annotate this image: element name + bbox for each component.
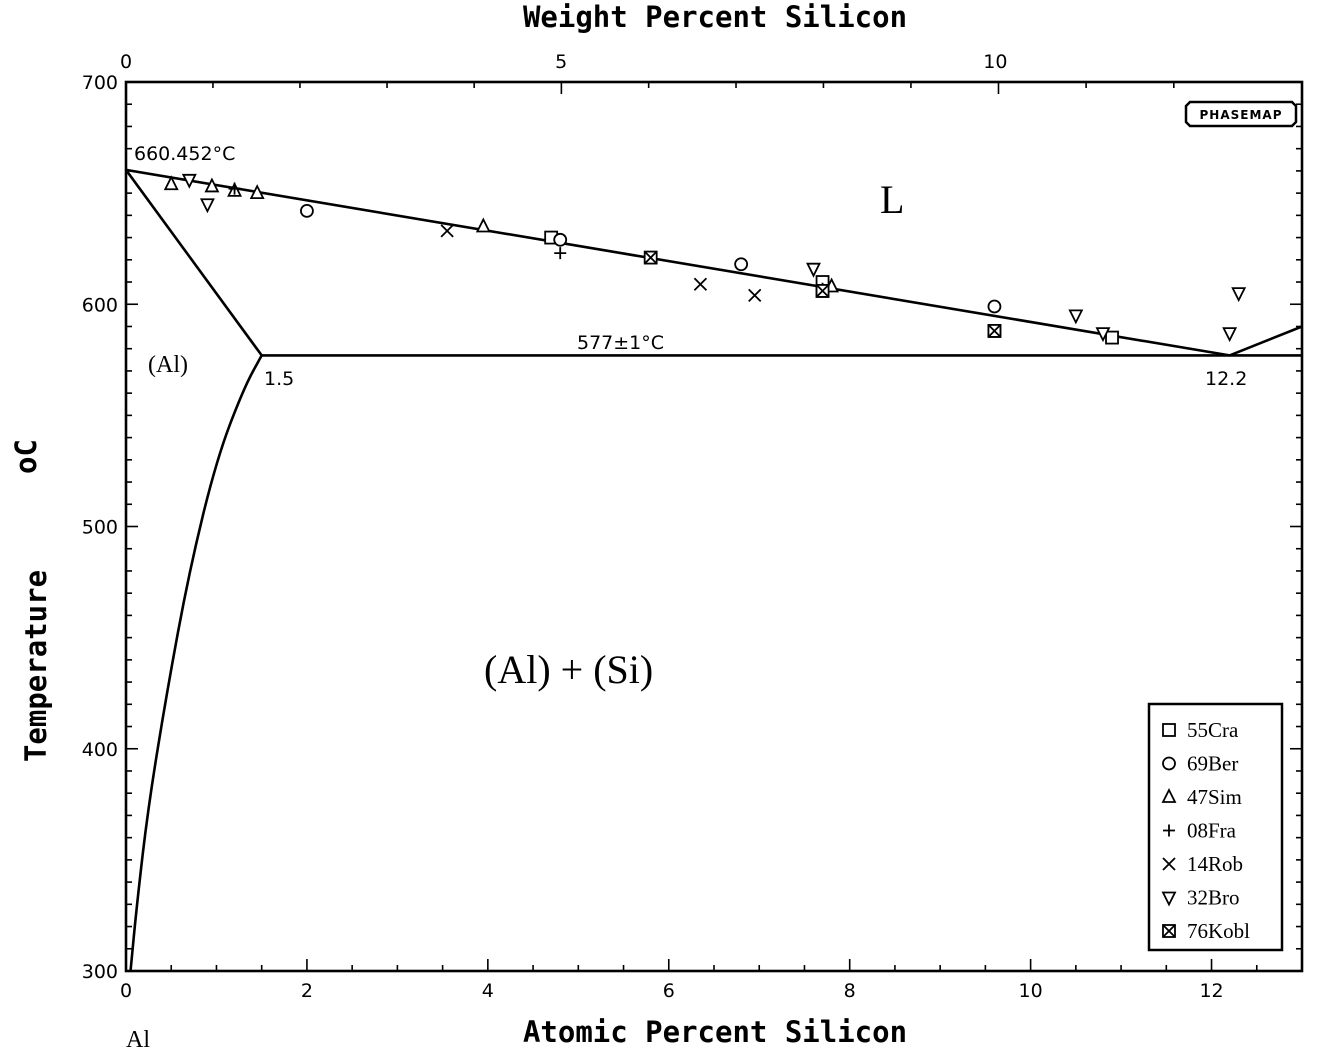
eutectic-comp-label: 12.2 xyxy=(1205,368,1247,390)
data-point-69ber xyxy=(987,299,1002,314)
legend-marker-47sim xyxy=(1161,787,1177,803)
legend-marker-32bro xyxy=(1161,891,1177,907)
data-point-32bro xyxy=(1222,327,1238,343)
x-tick-label: 4 xyxy=(482,980,494,1002)
data-point-32bro xyxy=(181,173,197,189)
x-axis-title: Atomic Percent Silicon xyxy=(523,1015,907,1049)
legend-label-55cra: 55Cra xyxy=(1187,718,1239,742)
legend-label-76kobl: 76Kobl xyxy=(1187,919,1250,943)
legend-label-47sim: 47Sim xyxy=(1187,785,1242,809)
data-point-14rob xyxy=(693,277,708,291)
data-point-08fra xyxy=(228,182,241,195)
logo-text: PHASEMAP xyxy=(1200,108,1283,122)
data-point-55cra xyxy=(1105,330,1119,345)
liquidus-line xyxy=(125,168,1230,357)
legend-label-69ber: 69Ber xyxy=(1187,752,1238,776)
x-tick-label: 10 xyxy=(1019,980,1043,1002)
x-tick-label: 6 xyxy=(663,980,675,1002)
phase-label-al: (Al) xyxy=(148,352,188,378)
data-point-08fra xyxy=(554,247,567,260)
legend-marker-76kobl xyxy=(1162,924,1176,938)
top-tick-label: 0 xyxy=(120,51,132,73)
data-point-47sim xyxy=(475,217,491,233)
solidus-line xyxy=(124,169,263,357)
legend-label-14rob: 14Rob xyxy=(1187,852,1243,876)
legend-marker-55cra xyxy=(1162,723,1176,737)
eutectic-temp-label: 577±1°C xyxy=(577,332,664,354)
data-point-32bro xyxy=(1231,287,1247,303)
data-point-69ber xyxy=(553,232,568,247)
legend-marker-08fra xyxy=(1163,824,1175,837)
data-point-69ber xyxy=(734,257,749,272)
element-label-al: Al xyxy=(126,1027,150,1053)
legend-marker-14rob xyxy=(1162,857,1176,871)
data-point-14rob xyxy=(440,224,454,238)
top-tick-label: 10 xyxy=(983,51,1007,73)
tick-marks xyxy=(125,81,1303,972)
data-point-76kobl xyxy=(643,250,658,265)
y-tick-label: 500 xyxy=(82,517,118,539)
data-point-76kobl xyxy=(987,324,1002,338)
y-tick-label: 300 xyxy=(82,961,118,983)
x-tick-label: 12 xyxy=(1199,980,1223,1002)
phase-label-two-phase: (Al) + (Si) xyxy=(484,647,653,692)
data-point-14rob xyxy=(748,288,762,302)
y-tick-label: 600 xyxy=(82,294,118,316)
legend: 55Cra 69Ber 47Sim 08Fra 14Rob 32Bro 76Kobl xyxy=(1147,702,1284,952)
solubility-limit-label: 1.5 xyxy=(264,368,294,390)
legend-box xyxy=(1147,702,1284,952)
data-markers xyxy=(163,173,1247,345)
data-point-32bro xyxy=(806,262,821,278)
y-axis-title: Temperature xyxy=(19,570,53,762)
data-point-32bro xyxy=(199,198,215,214)
liquidus-si-line xyxy=(1229,325,1303,357)
solvus-line xyxy=(129,354,263,972)
phase-label-liquid: L xyxy=(880,177,904,222)
data-point-32bro xyxy=(1095,327,1111,343)
legend-label-08fra: 08Fra xyxy=(1187,819,1237,843)
top-axis-title: Weight Percent Silicon xyxy=(523,0,907,34)
x-tick-label: 2 xyxy=(301,980,313,1002)
x-tick-label: 0 xyxy=(120,980,132,1002)
x-tick-label: 8 xyxy=(844,980,856,1002)
data-point-69ber xyxy=(300,204,314,218)
legend-marker-69ber xyxy=(1162,756,1176,771)
y-tick-label: 700 xyxy=(82,72,118,94)
data-point-76kobl xyxy=(815,284,830,298)
phasemap-logo: PHASEMAP xyxy=(1184,100,1298,128)
data-point-47sim xyxy=(163,175,179,191)
legend-label-32bro: 32Bro xyxy=(1187,886,1240,910)
y-axis-unit: oC xyxy=(9,439,43,474)
data-point-47sim xyxy=(249,184,265,200)
melting-point-label: 660.452°C xyxy=(134,143,235,165)
data-point-32bro xyxy=(1068,309,1084,325)
top-tick-label: 5 xyxy=(555,51,567,73)
y-tick-label: 400 xyxy=(82,739,118,761)
data-point-47sim xyxy=(204,177,220,193)
